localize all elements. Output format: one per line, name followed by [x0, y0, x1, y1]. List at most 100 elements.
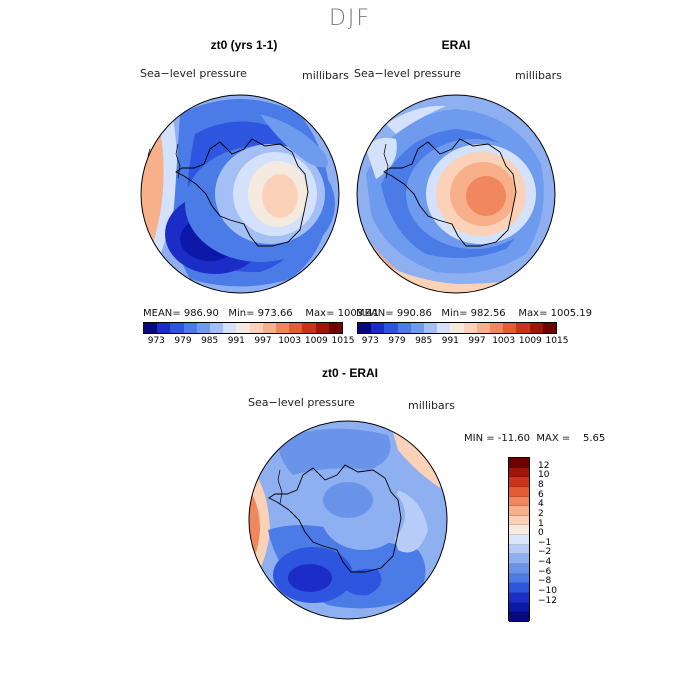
colorbar-swatch	[223, 323, 237, 333]
colorbar-swatch	[450, 323, 464, 333]
colorbar-tick-label: 2	[538, 508, 544, 519]
colorbar-swatch	[249, 323, 263, 333]
colorbar-tick-label: 0	[538, 528, 544, 539]
colorbar-swatch	[371, 323, 385, 333]
colorbar-tick-label: 1	[538, 518, 544, 529]
colorbar-swatch	[509, 458, 529, 468]
colorbar-tick-label: 1015	[331, 336, 355, 346]
colorbar-swatch	[509, 544, 529, 555]
left-units-label: millibars	[302, 69, 349, 82]
colorbar-swatch	[476, 323, 491, 333]
right-colorbar-ticks: 973 979 985 991 997 1003 1009 1015	[357, 336, 569, 348]
colorbar-swatch	[424, 323, 438, 333]
colorbar-swatch	[358, 323, 372, 333]
diff-polar-map	[248, 420, 448, 620]
colorbar-swatch	[509, 496, 529, 507]
figure-title: DJF	[328, 6, 372, 31]
colorbar-swatch	[463, 323, 477, 333]
left-max-stat: Max= 1003.41	[305, 308, 379, 319]
colorbar-tick-label: 973	[361, 336, 379, 346]
colorbar-tick-label: 985	[415, 336, 433, 346]
colorbar-tick-label: 4	[538, 499, 544, 510]
diff-units-label: millibars	[408, 399, 455, 412]
left-colorbar-ticks: 973 979 985 991 997 1003 1009 1015	[143, 336, 355, 348]
colorbar-tick-label: 1015	[545, 336, 569, 346]
colorbar-tick-label: −2	[538, 547, 552, 558]
colorbar-swatch	[210, 323, 224, 333]
colorbar-swatch	[509, 525, 529, 536]
colorbar-tick-label: −12	[538, 595, 557, 606]
colorbar-swatch	[262, 323, 277, 333]
colorbar-swatch	[276, 323, 290, 333]
diff-colorbar-ticks: 12 10 8 6 4 2 1 0 −1 −2 −4 −6 −8 −10 −12	[508, 457, 568, 621]
colorbar-swatch	[157, 323, 171, 333]
colorbar-swatch	[170, 323, 184, 333]
colorbar-swatch	[516, 323, 530, 333]
colorbar-swatch	[509, 573, 529, 584]
right-mean-stat: MEAN= 990.86	[356, 308, 432, 319]
colorbar-swatch	[509, 602, 529, 613]
colorbar-swatch	[529, 323, 543, 333]
colorbar-tick-label: 1003	[492, 336, 516, 346]
colorbar-tick-label: 997	[254, 336, 272, 346]
colorbar-swatch	[503, 323, 517, 333]
colorbar-swatch	[183, 323, 197, 333]
right-panel-title: ERAI	[441, 38, 471, 52]
colorbar-swatch	[542, 323, 557, 333]
left-mean-stat: MEAN= 986.90	[143, 308, 219, 319]
left-variable-label: Sea−level pressure	[140, 67, 247, 80]
colorbar-tick-label: 991	[441, 336, 459, 346]
colorbar-tick-label: −1	[538, 537, 552, 548]
colorbar-swatch	[509, 515, 529, 526]
colorbar-swatch	[509, 486, 529, 497]
right-variable-label: Sea−level pressure	[354, 67, 461, 80]
colorbar-tick-label: 12	[538, 460, 550, 471]
colorbar-swatch	[509, 477, 529, 487]
colorbar-tick-label: 6	[538, 489, 544, 500]
diff-panel-title: zt0 - ERAI	[321, 366, 378, 380]
diff-minmax-stat: MIN = -11.60 MAX = 5.65	[464, 433, 606, 444]
colorbar-tick-label: 985	[201, 336, 219, 346]
colorbar-swatch	[509, 554, 529, 565]
colorbar-swatch	[509, 612, 529, 622]
colorbar-swatch	[397, 323, 411, 333]
colorbar-swatch	[315, 323, 329, 333]
colorbar-tick-label: 997	[468, 336, 486, 346]
colorbar-tick-label: −4	[538, 557, 552, 568]
colorbar-swatch	[509, 564, 529, 574]
colorbar-swatch	[437, 323, 451, 333]
left-panel-title: zt0 (yrs 1-1)	[210, 38, 278, 52]
colorbar-swatch	[236, 323, 250, 333]
colorbar-tick-label: 979	[388, 336, 406, 346]
colorbar-tick-label: 991	[227, 336, 245, 346]
left-polar-map	[140, 94, 340, 294]
colorbar-tick-label: 979	[174, 336, 192, 346]
colorbar-tick-label: −10	[538, 586, 557, 597]
colorbar-swatch	[490, 323, 504, 333]
colorbar-swatch	[328, 323, 343, 333]
right-units-label: millibars	[515, 69, 562, 82]
colorbar-tick-label: 973	[147, 336, 165, 346]
colorbar-tick-label: 1009	[304, 336, 328, 346]
colorbar-swatch	[289, 323, 303, 333]
colorbar-swatch	[509, 467, 529, 478]
colorbar-swatch	[509, 535, 529, 545]
right-colorbar	[357, 322, 557, 334]
colorbar-swatch	[196, 323, 211, 333]
right-polar-map	[356, 94, 556, 294]
colorbar-swatch	[144, 323, 158, 333]
left-min-stat: Min= 973.66	[228, 308, 293, 319]
left-colorbar	[143, 322, 343, 334]
diff-variable-label: Sea−level pressure	[248, 396, 355, 409]
colorbar-tick-label: −6	[538, 566, 552, 577]
colorbar-tick-label: 1009	[518, 336, 542, 346]
colorbar-tick-label: 1003	[278, 336, 302, 346]
colorbar-tick-label: 8	[538, 479, 544, 490]
colorbar-swatch	[509, 592, 529, 603]
colorbar-swatch	[509, 506, 529, 516]
colorbar-swatch	[384, 323, 398, 333]
colorbar-swatch	[509, 583, 529, 593]
diff-colorbar	[508, 457, 530, 622]
colorbar-swatch	[302, 323, 316, 333]
colorbar-swatch	[410, 323, 425, 333]
